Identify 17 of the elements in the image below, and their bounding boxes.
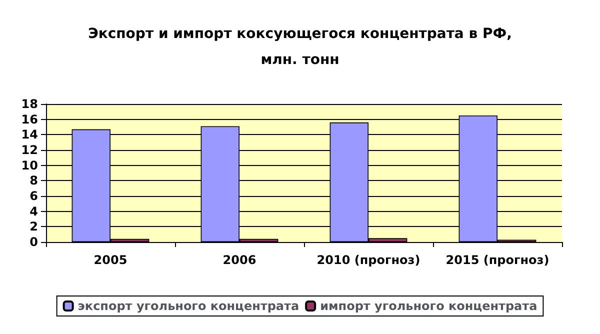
y-tick-label: 12 <box>21 143 38 157</box>
y-tick-label: 16 <box>21 112 38 126</box>
x-tick-label: 2005 <box>94 253 128 267</box>
y-tick-label: 10 <box>21 158 38 172</box>
x-tick-label: 2015 (прогноз) <box>446 253 550 267</box>
y-tick-label: 2 <box>30 220 38 234</box>
x-tick-label: 2006 <box>222 253 256 267</box>
y-tick-label: 8 <box>30 174 38 188</box>
y-tick-label: 4 <box>30 204 38 218</box>
y-tick-label: 18 <box>21 97 38 111</box>
y-tick-label: 6 <box>30 189 38 203</box>
legend-label: импорт угольного концентрата <box>320 299 538 313</box>
x-tick-label: 2010 (прогноз) <box>316 253 420 267</box>
legend-label: экспорт угольного концентрата <box>78 299 300 313</box>
y-tick-label: 0 <box>30 235 38 249</box>
y-tick-label: 14 <box>21 128 38 142</box>
chart-title: Экспорт и импорт коксующегося концентрата в РФ, млн. тонн <box>88 26 512 68</box>
